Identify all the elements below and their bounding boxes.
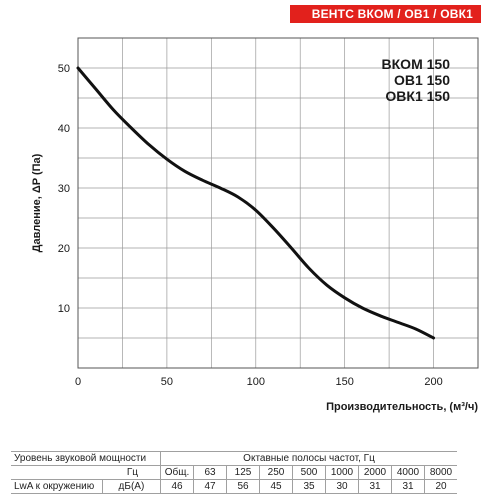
value-cell: 35 [292,479,326,494]
row-unit: дБ(А) [101,479,162,494]
sound-power-table: Уровень звуковой мощности Октавные полос… [11,451,457,494]
y-tick-label: 30 [58,183,70,195]
header-cell: 250 [259,465,293,480]
header-cell: 125 [226,465,260,480]
data-point [308,267,310,270]
data-point [77,67,79,69]
data-point [361,307,364,309]
value-cell: 56 [226,479,260,494]
header-cell: 4000 [391,465,425,480]
data-point [166,158,168,160]
data-point [148,144,150,146]
row-label: LwA к окружению [11,479,103,494]
x-tick-label: 0 [75,376,81,388]
data-point [343,297,346,299]
data-point [130,127,133,129]
octave-bands-title: Октавные полосы частот, Гц [160,451,457,466]
model-label: ОВК1 150 [385,88,450,104]
data-point [397,321,399,324]
model-label: ОВ1 150 [394,72,450,88]
header-cell: 8000 [424,465,457,480]
header-cell: 63 [193,465,227,480]
data-point [254,209,257,211]
data-point [290,247,293,249]
sound-table-value-row: LwA к окружению дБ(А) 46 47 56 45 35 30 … [11,479,457,494]
brand-header: ВЕНТС ВКОМ / ОВ1 / ОВК1 [290,5,481,23]
series-points [77,67,435,339]
hz-unit: Гц [11,465,161,480]
data-point [414,328,417,330]
value-cell: 47 [193,479,227,494]
header-cell: Общ. [160,465,194,480]
y-tick-label: 50 [58,63,70,75]
data-point [326,284,328,287]
axis-ticks: 0 50 100 150 200 10 20 30 40 50 [58,63,443,388]
x-tick-label: 100 [247,376,265,388]
chart-grid [78,38,478,368]
model-label: ВКОМ 150 [382,56,451,72]
y-axis-title: Давление, ΔP (Па) [31,153,43,252]
x-tick-label: 50 [161,376,173,388]
value-cell: 46 [160,479,194,494]
sound-table-header-row: Гц Общ. 63 125 250 500 1000 2000 4000 80… [11,465,457,480]
value-cell: 20 [424,479,457,494]
data-point [432,337,435,339]
data-point [379,315,382,317]
data-point [183,170,186,172]
sound-table-title-row: Уровень звуковой мощности Октавные полос… [11,451,457,466]
data-point [94,88,97,90]
x-tick-label: 150 [335,376,353,388]
value-cell: 30 [325,479,359,494]
y-tick-label: 10 [58,303,70,315]
data-point [201,179,204,181]
sound-power-title: Уровень звуковой мощности [11,451,161,466]
plot-frame [77,37,479,369]
header-cell: 500 [292,465,326,480]
header-cell: 1000 [325,465,359,480]
y-tick-label: 20 [58,243,70,255]
data-point [219,187,222,189]
x-axis-title: Производительность, (м³/ч) [326,401,478,413]
data-point [112,109,115,111]
x-tick-label: 200 [424,376,442,388]
data-point [237,196,239,198]
data-point [272,227,275,229]
header-cell: 2000 [358,465,392,480]
y-tick-label: 40 [58,123,70,135]
value-cell: 31 [358,479,392,494]
value-cell: 45 [259,479,293,494]
value-cell: 31 [391,479,425,494]
